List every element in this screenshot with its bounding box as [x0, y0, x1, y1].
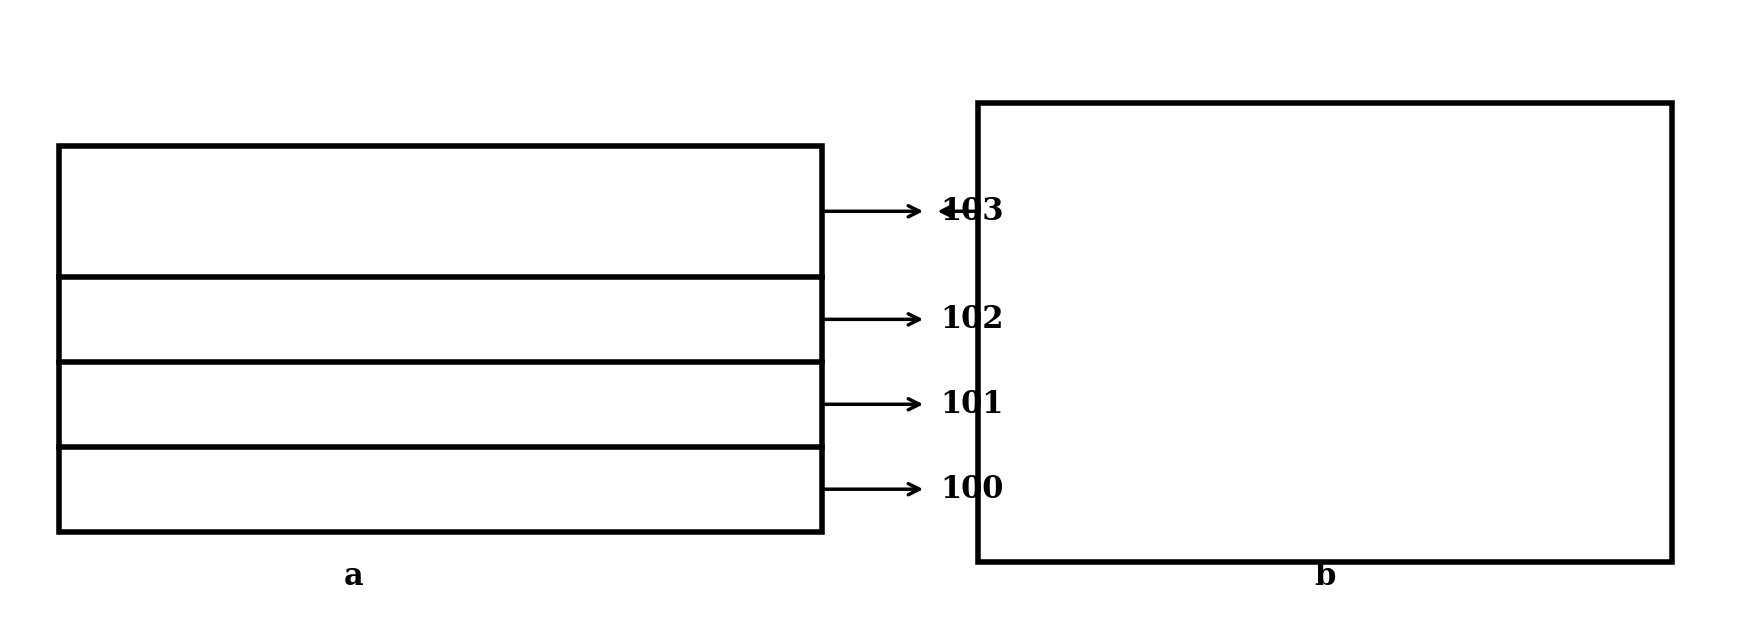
Text: a: a [344, 561, 364, 592]
Text: b: b [1314, 561, 1335, 592]
Text: 100: 100 [940, 474, 1003, 505]
Text: 103: 103 [940, 196, 1003, 227]
Bar [979, 104, 1671, 562]
Text: 102: 102 [940, 304, 1003, 335]
Bar [59, 146, 822, 532]
Text: 101: 101 [940, 389, 1003, 420]
